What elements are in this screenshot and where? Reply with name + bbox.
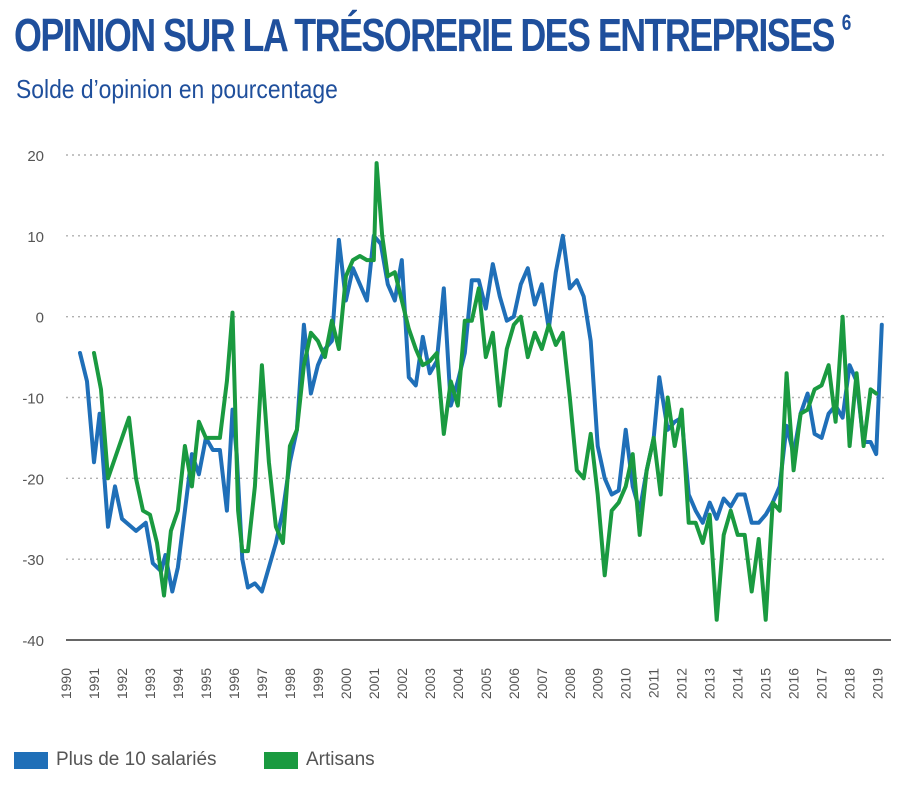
chart-title: OPINION SUR LA TRÉSORERIE DES ENTREPRISE… <box>14 8 851 62</box>
x-axis-tick-labels: 1990 1991 1992 1993 1994 1995 1996 1997 1998 1999… <box>58 668 886 699</box>
x-tick-label: 2007 <box>534 668 550 699</box>
x-tick-label: 2011 <box>646 668 662 698</box>
y-tick-label: 10 <box>27 229 44 246</box>
x-tick-label: 2015 <box>758 668 774 699</box>
x-tick-label: 2003 <box>422 668 438 699</box>
x-tick-label: 2006 <box>506 668 522 699</box>
x-tick-label: 1998 <box>282 668 298 699</box>
x-tick-label: 1990 <box>58 668 74 699</box>
y-tick-label: 20 <box>27 148 44 165</box>
x-tick-label: 1996 <box>226 668 242 699</box>
x-tick-label: 2018 <box>842 668 858 699</box>
x-tick-label: 2012 <box>674 668 690 699</box>
x-tick-label: 1999 <box>310 668 326 699</box>
legend-swatch-green <box>264 752 298 769</box>
x-tick-label: 2017 <box>814 668 830 699</box>
y-tick-label: -10 <box>22 391 44 408</box>
x-tick-label: 1994 <box>170 668 186 699</box>
y-axis-tick-labels: 20 10 0 -10 -20 -30 -40 <box>22 148 44 650</box>
series-line-plus-de-10-salaries <box>78 233 884 594</box>
x-tick-label: 2009 <box>590 668 606 699</box>
gridlines <box>66 154 891 641</box>
x-tick-label: 2013 <box>702 668 718 699</box>
x-tick-label: 2014 <box>730 668 746 699</box>
chart-title-text: OPINION SUR LA TRÉSORERIE DES ENTREPRISE… <box>14 9 835 61</box>
y-tick-label: -20 <box>22 471 44 488</box>
series-line-artisans <box>92 161 879 622</box>
x-tick-label: 1991 <box>86 668 102 699</box>
x-tick-label: 2005 <box>478 668 494 699</box>
series-lines <box>78 161 884 622</box>
x-tick-label: 2019 <box>870 668 886 699</box>
x-tick-label: 1997 <box>254 668 270 699</box>
x-tick-label: 2001 <box>366 668 382 699</box>
x-tick-label: 2008 <box>562 668 578 699</box>
x-tick-label: 2004 <box>450 668 466 699</box>
title-footnote: 6 <box>841 10 852 35</box>
x-tick-label: 2002 <box>394 668 410 699</box>
x-tick-label: 2000 <box>338 668 354 699</box>
legend-label: Plus de 10 salariés <box>56 749 217 770</box>
x-tick-label: 2016 <box>786 668 802 699</box>
y-tick-label: 0 <box>36 310 44 327</box>
x-tick-label: 2010 <box>618 668 634 699</box>
legend-label: Artisans <box>306 749 375 770</box>
legend-swatch-blue <box>14 752 48 769</box>
y-tick-label: -40 <box>22 633 44 650</box>
chart-subtitle: Solde d’opinion en pourcentage <box>16 74 338 104</box>
y-tick-label: -30 <box>22 552 44 569</box>
x-tick-label: 1992 <box>114 668 130 699</box>
x-tick-label: 1995 <box>198 668 214 699</box>
x-tick-label: 1993 <box>142 668 158 699</box>
